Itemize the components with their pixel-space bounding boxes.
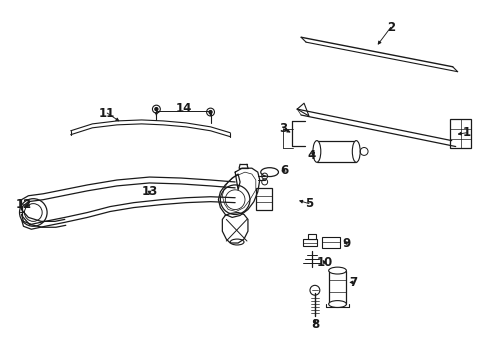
Text: 13: 13 bbox=[141, 185, 157, 198]
Text: 12: 12 bbox=[15, 198, 32, 211]
FancyBboxPatch shape bbox=[449, 119, 470, 148]
FancyBboxPatch shape bbox=[307, 234, 315, 239]
Ellipse shape bbox=[328, 301, 346, 307]
Ellipse shape bbox=[328, 267, 346, 274]
Ellipse shape bbox=[312, 141, 320, 162]
Text: 2: 2 bbox=[386, 21, 394, 34]
Text: 10: 10 bbox=[316, 256, 332, 269]
Text: 3: 3 bbox=[279, 122, 287, 135]
Text: 4: 4 bbox=[307, 149, 315, 162]
Text: 7: 7 bbox=[348, 276, 357, 289]
FancyBboxPatch shape bbox=[316, 141, 356, 162]
Text: 6: 6 bbox=[280, 164, 288, 177]
Text: 1: 1 bbox=[462, 126, 469, 139]
Circle shape bbox=[155, 108, 158, 111]
FancyBboxPatch shape bbox=[303, 239, 316, 246]
FancyBboxPatch shape bbox=[255, 188, 271, 210]
Ellipse shape bbox=[351, 141, 360, 162]
FancyBboxPatch shape bbox=[321, 237, 339, 248]
Text: 14: 14 bbox=[175, 102, 192, 114]
Circle shape bbox=[209, 111, 212, 113]
Text: 8: 8 bbox=[310, 318, 318, 331]
Text: 11: 11 bbox=[99, 107, 115, 120]
Text: 9: 9 bbox=[342, 237, 350, 249]
Text: 5: 5 bbox=[304, 197, 312, 210]
FancyBboxPatch shape bbox=[328, 271, 346, 304]
Ellipse shape bbox=[230, 239, 244, 245]
Ellipse shape bbox=[260, 168, 278, 176]
